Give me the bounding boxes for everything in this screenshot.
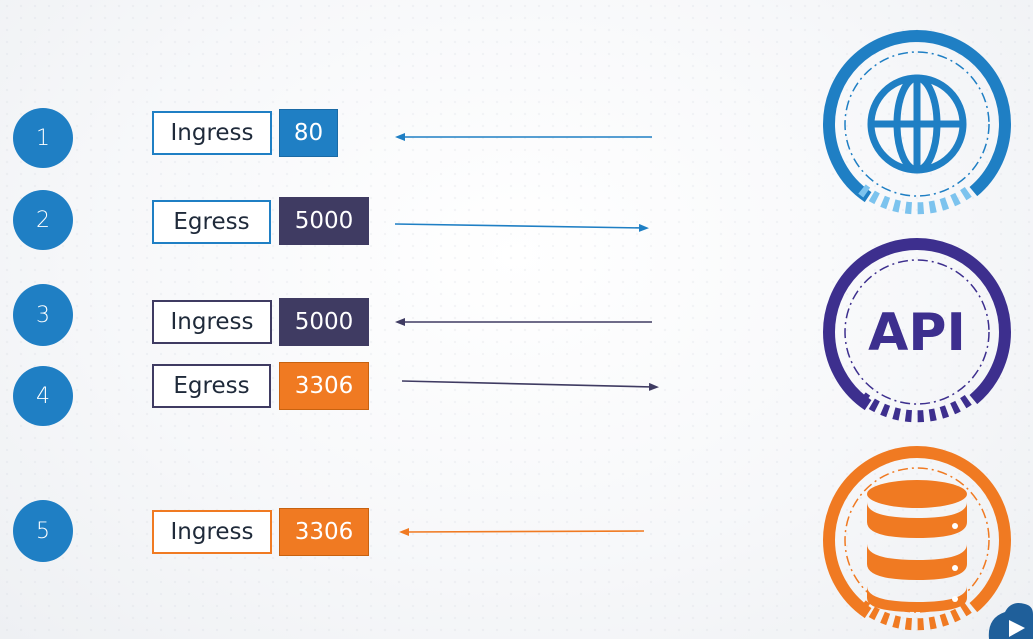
rule-1-port: 80	[279, 109, 338, 157]
rule-4-direction: Egress	[152, 364, 271, 408]
rule-number-2: 2	[13, 190, 73, 250]
api-icon-label: API	[868, 303, 966, 363]
rule-1-direction: Ingress	[152, 111, 272, 155]
rule-3-direction: Ingress	[152, 300, 272, 344]
rule-3-port: 5000	[279, 298, 369, 346]
rule-5-port: 3306	[279, 508, 369, 556]
rule-number-3: 3	[13, 284, 73, 346]
rule-number-1: 1	[13, 108, 73, 168]
rule-number-5: 5	[13, 500, 73, 562]
api-icon: API	[823, 238, 1011, 426]
rule-5-direction: Ingress	[152, 510, 272, 554]
globe-icon	[823, 30, 1011, 218]
rule-4-port: 3306	[279, 362, 369, 410]
rule-2-direction: Egress	[152, 200, 271, 244]
arrow-rule-5	[399, 527, 645, 536]
logo-corner-icon	[988, 603, 1033, 639]
rule-number-4: 4	[13, 366, 73, 426]
arrow-rule-4	[401, 380, 659, 391]
arrow-rule-2	[394, 223, 649, 232]
database-icon	[823, 446, 1011, 634]
rule-2-port: 5000	[279, 197, 369, 245]
